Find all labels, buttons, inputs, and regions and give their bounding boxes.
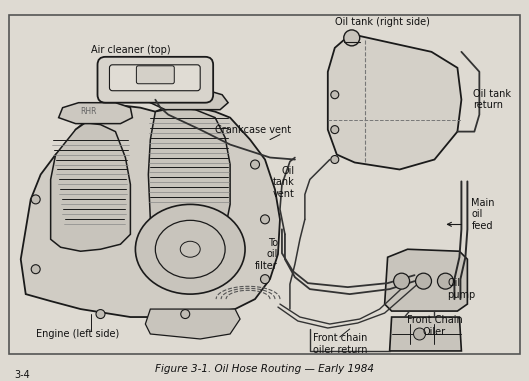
Polygon shape — [51, 123, 131, 251]
Circle shape — [437, 273, 453, 289]
Circle shape — [331, 126, 339, 134]
Text: Main
oil
feed: Main oil feed — [471, 198, 495, 231]
Circle shape — [251, 160, 260, 169]
Polygon shape — [148, 108, 230, 244]
Text: Oil
tank
vent: Oil tank vent — [273, 166, 295, 199]
Text: Oil tank
return: Oil tank return — [473, 89, 512, 110]
Circle shape — [416, 273, 432, 289]
Polygon shape — [150, 90, 228, 110]
Circle shape — [394, 273, 409, 289]
Ellipse shape — [135, 204, 245, 294]
Circle shape — [344, 30, 360, 46]
Text: Front Chain
Oiler: Front Chain Oiler — [407, 315, 462, 337]
Text: Oil
pump: Oil pump — [448, 279, 476, 300]
Circle shape — [31, 265, 40, 274]
Text: To
oil
filter: To oil filter — [255, 238, 278, 271]
Text: Air cleaner (top): Air cleaner (top) — [90, 45, 170, 55]
Circle shape — [181, 310, 190, 319]
FancyBboxPatch shape — [136, 66, 174, 84]
FancyBboxPatch shape — [97, 57, 213, 103]
Circle shape — [414, 328, 425, 340]
Text: Oil tank (right side): Oil tank (right side) — [335, 17, 430, 27]
Polygon shape — [385, 249, 468, 311]
FancyBboxPatch shape — [110, 65, 200, 91]
Text: SHR: SHR — [180, 95, 196, 104]
Text: Figure 3-1. Oil Hose Routing — Early 1984: Figure 3-1. Oil Hose Routing — Early 198… — [154, 364, 373, 374]
Text: RHR: RHR — [80, 107, 97, 116]
Circle shape — [31, 195, 40, 204]
Circle shape — [331, 155, 339, 163]
Text: Crankcase vent: Crankcase vent — [215, 125, 291, 134]
Bar — [9, 15, 520, 354]
Polygon shape — [390, 317, 461, 351]
Circle shape — [96, 310, 105, 319]
Polygon shape — [328, 35, 461, 170]
Polygon shape — [145, 309, 240, 339]
Circle shape — [260, 275, 269, 283]
Circle shape — [260, 215, 269, 224]
Polygon shape — [59, 103, 132, 123]
Text: Front chain
oiler return: Front chain oiler return — [313, 333, 367, 355]
Text: 3-4: 3-4 — [15, 370, 31, 380]
Text: Engine (left side): Engine (left side) — [35, 329, 119, 339]
Polygon shape — [21, 105, 280, 317]
Circle shape — [331, 91, 339, 99]
